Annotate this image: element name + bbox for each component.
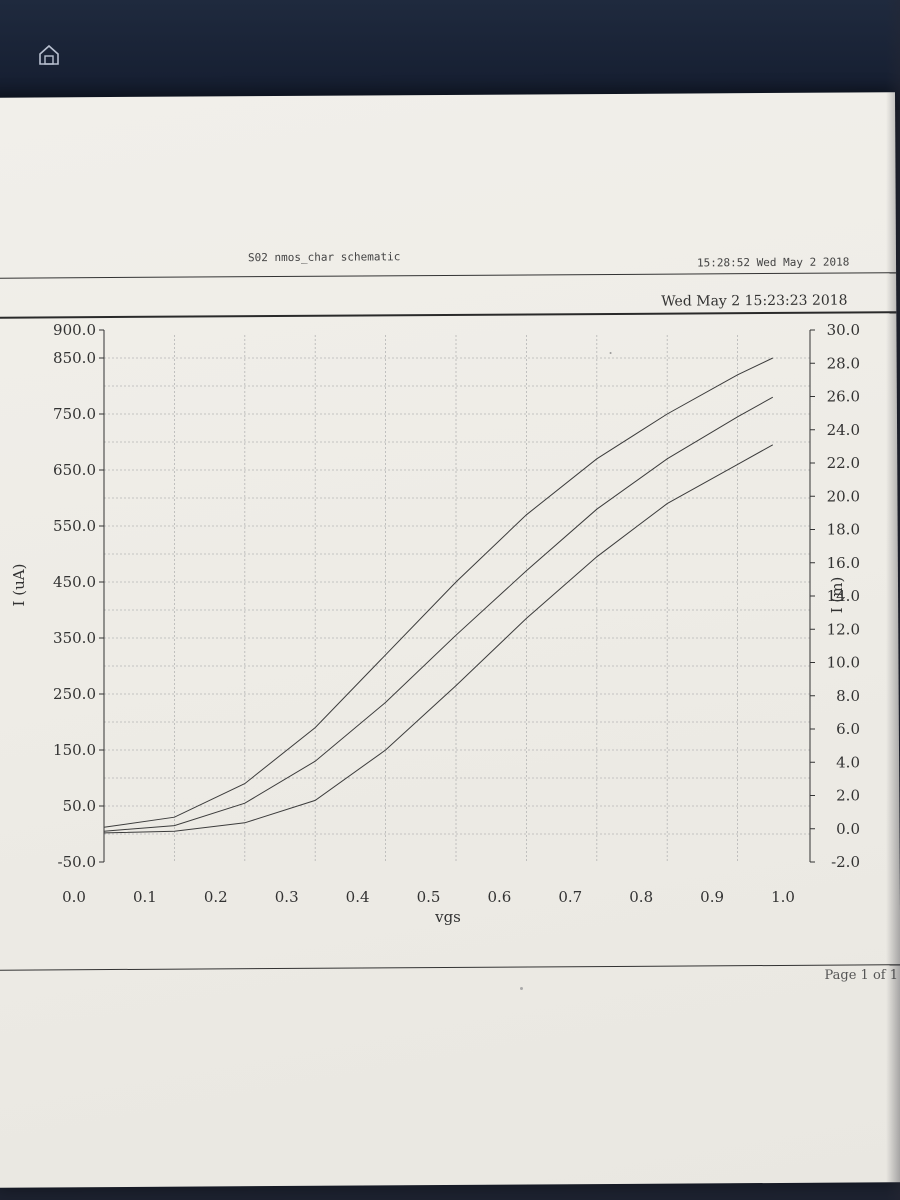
- series: [103, 357, 774, 834]
- x-tick-label: 0.6: [487, 888, 511, 906]
- x-tick-label: 0.9: [700, 888, 724, 906]
- y-tick-label-right: 26.0: [827, 388, 860, 406]
- x-tick-label: 0.5: [417, 888, 441, 906]
- screen-edge: [886, 0, 900, 1200]
- series-line: [103, 444, 774, 834]
- y-tick-label-right: 28.0: [827, 354, 860, 372]
- y-tick-label-right: 16.0: [827, 554, 860, 572]
- x-tick-label: 0.2: [204, 888, 228, 906]
- x-tick-label: 0.4: [346, 888, 370, 906]
- y-tick-label-right: 2.0: [836, 787, 860, 805]
- y-tick-label-left: 450.0: [53, 573, 96, 591]
- x-tick-label: 1.0: [771, 888, 795, 906]
- page-indicator: Page 1 of 1: [824, 968, 898, 983]
- x-tick-label: 0.3: [275, 888, 299, 906]
- y-tick-label-right: 20.0: [827, 487, 860, 505]
- y-tick-label-right: 8.0: [836, 687, 860, 705]
- speck: [520, 987, 523, 990]
- axes: [99, 329, 815, 863]
- y-axis-label-left: I (uA): [10, 564, 28, 607]
- y-tick-label-left: 750.0: [53, 405, 96, 423]
- y-tick-label-left: 850.0: [53, 349, 96, 367]
- y-tick-label-left: 650.0: [53, 461, 96, 479]
- y-tick-label-right: 30.0: [827, 321, 860, 339]
- y-tick-label-right: -2.0: [831, 853, 860, 871]
- y-tick-label-left: 550.0: [53, 517, 96, 535]
- y-tick-label-left: 900.0: [53, 321, 96, 339]
- y-tick-label-left: 250.0: [53, 685, 96, 703]
- y-tick-label-right: 18.0: [827, 521, 860, 539]
- x-tick-label: 0.1: [133, 888, 157, 906]
- grid: [104, 335, 810, 862]
- y-tick-label-right: 24.0: [827, 421, 860, 439]
- y-tick-label-right: 10.0: [827, 654, 860, 672]
- x-axis-label: vgs: [434, 908, 461, 926]
- y-tick-label-left: 350.0: [53, 629, 96, 647]
- screen-bezel: [0, 0, 900, 110]
- y-tick-label-right: 22.0: [827, 454, 860, 472]
- series-line: [103, 357, 774, 828]
- y-tick-label-left: 50.0: [63, 797, 96, 815]
- x-tick-label: 0.7: [558, 888, 582, 906]
- series-line: [103, 396, 774, 832]
- y-tick-label-left: 150.0: [53, 741, 96, 759]
- y-tick-label-left: -50.0: [58, 853, 96, 871]
- home-icon: [39, 44, 59, 65]
- y-tick-label-right: 0.0: [836, 820, 860, 838]
- y-axis-label-right: I (m): [828, 577, 846, 614]
- y-tick-label-right: 6.0: [836, 720, 860, 738]
- y-tick-label-right: 12.0: [827, 620, 860, 638]
- x-tick-label: 0.8: [629, 888, 653, 906]
- tick-labels: 0.0 0.1 0.2 0.3 0.4 0.5 0.6 0.7 0.8 0.9 1.0 900.0 85…: [53, 321, 860, 906]
- x-tick-label: 0.0: [62, 888, 86, 906]
- y-tick-label-right: 4.0: [836, 753, 860, 771]
- y-tick-label-right: 14.0: [827, 587, 860, 605]
